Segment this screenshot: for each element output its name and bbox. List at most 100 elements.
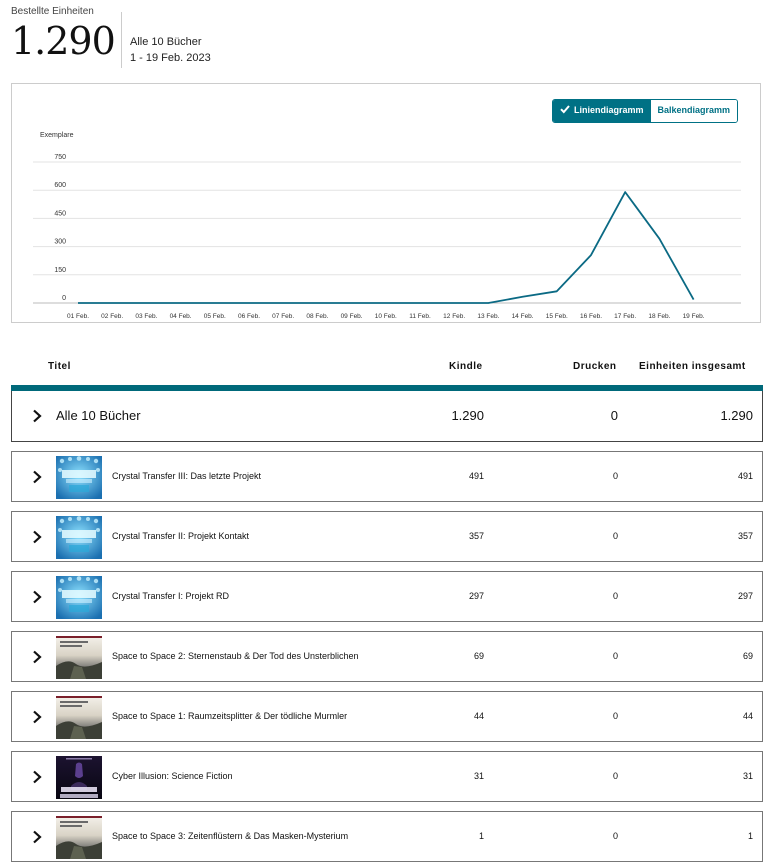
x-tick-label: 06 Feb. [238,313,260,320]
y-tick-label: 0 [62,295,66,302]
bar-chart-toggle-button[interactable]: Balkendiagramm [650,100,738,122]
all-books-kindle: 1.290 [451,408,484,423]
book-cover-image [56,576,102,619]
book-title: Crystal Transfer III: Das letzte Projekt [112,471,262,481]
header-print: Drucken [573,361,617,372]
book-row[interactable]: Cyber Illusion: Science Fiction 31 0 31 [11,751,763,802]
x-tick-label: 15 Feb. [546,313,568,320]
x-tick-label: 19 Feb. [683,313,705,320]
y-tick-label: 750 [54,154,66,161]
chevron-right-icon[interactable] [32,470,42,484]
book-cover-image [56,816,102,859]
book-print: 0 [612,831,618,841]
chevron-right-icon[interactable] [32,770,42,784]
summary-label: Bestellte Einheiten [11,6,94,17]
book-kindle: 69 [473,651,484,661]
book-print: 0 [612,531,618,541]
x-tick-label: 10 Feb. [375,313,397,320]
x-tick-label: 16 Feb. [580,313,602,320]
line-chart-toggle-button[interactable]: Liniendiagramm [553,100,651,122]
chart-panel: Exemplare 0 150 300 450 600 750 01 Feb. 02 Feb. 0… [11,83,761,323]
sales-line-chart: Exemplare 0 150 300 450 600 750 01 Feb. 02 Feb. 0… [33,132,741,320]
x-tick-label: 04 Feb. [170,313,192,320]
x-tick-label: 17 Feb. [614,313,636,320]
book-total: 491 [737,471,753,481]
all-books-total: 1.290 [720,408,753,423]
y-tick-label: 300 [54,239,66,246]
book-cover-image [56,756,102,799]
x-tick-label: 13 Feb. [477,313,499,320]
book-title: Space to Space 1: Raumzeitsplitter & Der… [112,711,348,721]
book-row[interactable]: Crystal Transfer I: Projekt RD 297 0 297 [11,571,763,622]
book-title: Crystal Transfer I: Projekt RD [112,591,230,601]
chart-type-toggle: Liniendiagramm Balkendiagramm [552,99,739,123]
chevron-right-icon[interactable] [32,650,42,664]
book-row[interactable]: Space to Space 3: Zeitenflüstern & Das M… [11,811,763,862]
check-icon [560,105,570,114]
book-title: Space to Space 2: Sternenstaub & Der Tod… [112,651,359,661]
chevron-right-icon[interactable] [32,830,42,844]
x-tick-label: 09 Feb. [341,313,363,320]
chevron-right-icon[interactable] [32,409,42,423]
x-tick-label: 03 Feb. [135,313,157,320]
header-kindle: Kindle [449,361,483,372]
chevron-right-icon[interactable] [32,530,42,544]
chevron-right-icon[interactable] [32,590,42,604]
all-books-row[interactable]: Alle 10 Bücher 1.290 0 1.290 [11,391,763,442]
book-kindle: 297 [468,591,484,601]
book-row[interactable]: Crystal Transfer II: Projekt Kontakt 357… [11,511,763,562]
x-tick-label: 18 Feb. [648,313,670,320]
y-tick-label: 150 [54,267,66,274]
y-tick-label: 450 [54,210,66,217]
x-tick-label: 14 Feb. [512,313,534,320]
book-print: 0 [612,471,618,481]
book-cover-image [56,456,102,499]
book-total: 1 [747,831,753,841]
summary-divider [121,12,122,68]
header-title: Titel [48,361,71,372]
book-title: Space to Space 3: Zeitenflüstern & Das M… [112,831,349,841]
line-chart-label: Liniendiagramm [574,105,644,115]
y-axis-title: Exemplare [40,132,74,139]
x-tick-label: 08 Feb. [306,313,328,320]
chevron-right-icon[interactable] [32,710,42,724]
book-row[interactable]: Crystal Transfer III: Das letzte Projekt… [11,451,763,502]
book-print: 0 [612,591,618,601]
book-total: 44 [742,711,753,721]
book-row[interactable]: Space to Space 2: Sternenstaub & Der Tod… [11,631,763,682]
all-books-print: 0 [610,408,618,423]
book-total: 297 [737,591,753,601]
x-tick-label: 07 Feb. [272,313,294,320]
book-print: 0 [612,771,618,781]
book-print: 0 [612,711,618,721]
book-cover-image [56,636,102,679]
all-books-title: Alle 10 Bücher [56,408,141,423]
summary-date-range: 1 - 19 Feb. 2023 [130,52,211,64]
book-kindle: 31 [473,771,484,781]
summary-total: 1.290 [11,19,116,63]
book-total: 357 [737,531,753,541]
book-kindle: 1 [478,831,484,841]
x-tick-label: 05 Feb. [204,313,226,320]
book-kindle: 44 [473,711,484,721]
book-kindle: 491 [468,471,484,481]
x-tick-label: 01 Feb. [67,313,89,320]
units-series-line [78,191,695,304]
x-tick-label: 12 Feb. [443,313,465,320]
book-cover-image [56,516,102,559]
header-total-units: Einheiten insgesamt [639,361,746,372]
book-kindle: 357 [468,531,484,541]
x-tick-label: 02 Feb. [101,313,123,320]
book-title: Cyber Illusion: Science Fiction [112,771,233,781]
x-tick-label: 11 Feb. [409,313,431,320]
summary-scope: Alle 10 Bücher [130,36,202,48]
book-cover-image [56,696,102,739]
book-print: 0 [612,651,618,661]
book-title: Crystal Transfer II: Projekt Kontakt [112,531,250,541]
y-tick-label: 600 [54,182,66,189]
table-header-accent-bar [11,385,763,391]
table-header: Titel Kindle Drucken Einheiten insgesamt [11,355,763,379]
book-row[interactable]: Space to Space 1: Raumzeitsplitter & Der… [11,691,763,742]
book-total: 69 [742,651,753,661]
book-total: 31 [742,771,753,781]
